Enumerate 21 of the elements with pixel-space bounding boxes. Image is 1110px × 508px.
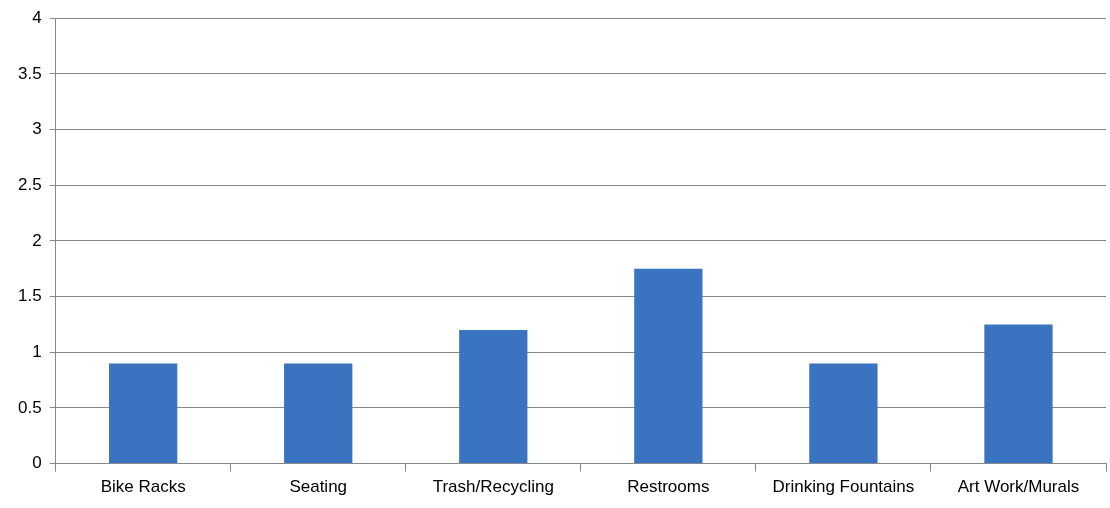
bar [284,363,353,464]
y-tick-label: 0 [32,453,42,473]
x-tick-label: Restrooms [627,477,710,497]
y-tick-label: 3.5 [17,63,42,83]
y-tick-label: 1 [32,341,42,361]
bar [809,363,878,464]
y-tick-label: 4 [32,7,42,27]
bar [109,363,178,464]
bar [634,268,703,464]
y-tick-label: 2.5 [17,174,42,194]
x-tick-label: Drinking Fountains [772,477,915,497]
x-tick-label: Bike Racks [100,477,186,497]
y-tick-label: 2 [32,230,42,250]
bar [984,324,1053,464]
y-tick-label: 1.5 [17,286,42,306]
y-tick-label: 3 [32,119,42,139]
x-tick-label: Art Work/Murals [957,477,1080,497]
x-tick-label: Seating [289,477,348,497]
bar [459,329,528,464]
y-tick-label: 0.5 [17,397,42,417]
x-tick-label: Trash/Recycling [432,477,554,497]
